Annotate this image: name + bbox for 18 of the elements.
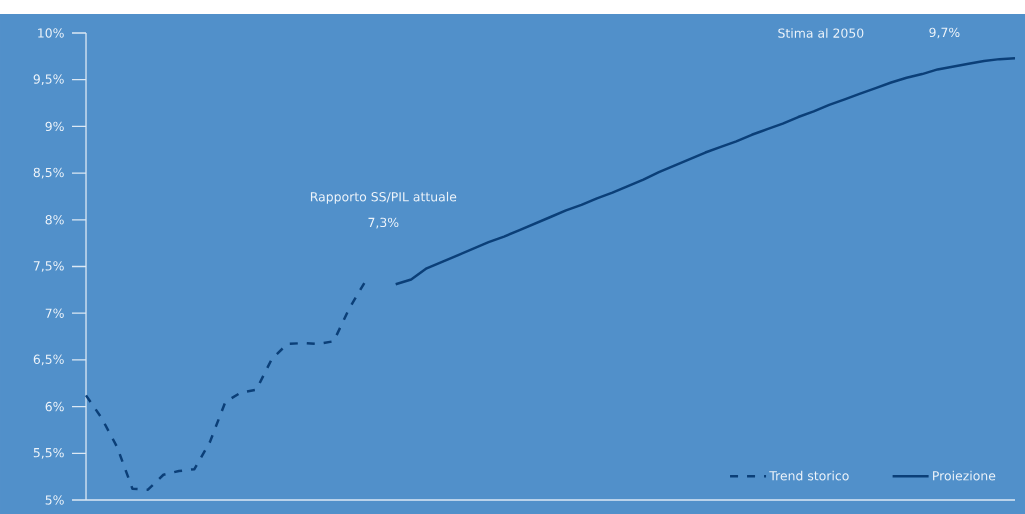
y-tick-label: 8,5% bbox=[33, 167, 64, 179]
y-tick-label: 6,5% bbox=[33, 354, 64, 366]
annotation: Stima al 2050 bbox=[778, 28, 864, 38]
annotation: Rapporto SS/PIL attuale bbox=[310, 191, 457, 204]
y-tick-label: 8% bbox=[45, 215, 64, 225]
legend-label: Proiezione bbox=[933, 470, 996, 481]
y-tick-label: 7,5% bbox=[33, 261, 64, 272]
line-series bbox=[84, 281, 366, 491]
y-tick-label: 7% bbox=[45, 308, 64, 318]
y-tick-label: 10% bbox=[38, 28, 64, 38]
legend-label: Trend storico bbox=[769, 470, 849, 481]
y-tick-label: 5,5% bbox=[33, 447, 64, 459]
y-tick-label: 5% bbox=[45, 495, 64, 505]
y-tick-label: 9% bbox=[45, 121, 64, 132]
y-tick-label: 9,5% bbox=[33, 74, 64, 86]
annotation: 7,3% bbox=[368, 217, 399, 229]
y-tick-label: 6% bbox=[45, 401, 64, 412]
annotation: 9,7% bbox=[929, 27, 960, 39]
